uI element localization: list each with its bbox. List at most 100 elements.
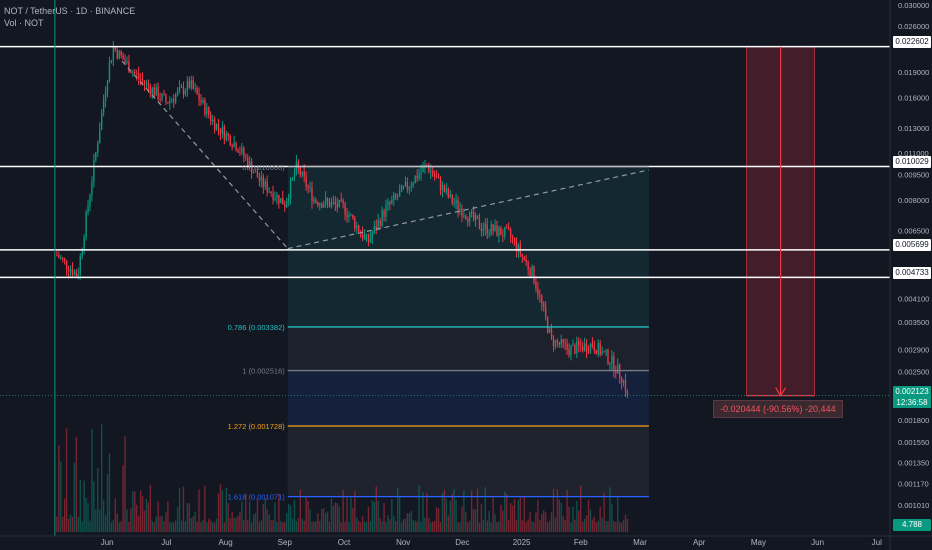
candle-body — [122, 55, 124, 60]
volume-bar — [274, 502, 276, 532]
candle-body — [470, 211, 473, 213]
volume-bar — [624, 514, 627, 532]
volume-bar — [529, 511, 531, 532]
volume-bar — [174, 520, 177, 532]
volume-bar — [589, 509, 592, 532]
volume-bar — [426, 493, 428, 532]
volume-bar — [112, 520, 115, 532]
candle-body — [305, 176, 307, 187]
volume-bar — [106, 473, 109, 532]
volume-bar — [276, 522, 278, 532]
candle-body — [537, 288, 539, 296]
candle-body — [447, 188, 449, 198]
volume-bar — [81, 521, 83, 532]
candle-body — [543, 303, 545, 307]
candle-body — [416, 176, 418, 179]
y-tick-label: 0.030000 — [898, 1, 929, 10]
volume-bar — [385, 521, 387, 532]
volume-bar — [451, 493, 453, 532]
y-tick-label: 0.004100 — [898, 295, 929, 304]
volume-bar — [463, 490, 465, 532]
candle-body — [256, 170, 259, 178]
candle-body — [617, 364, 619, 374]
x-tick-label: Sep — [278, 538, 293, 547]
candle-body — [124, 59, 126, 63]
candle-body — [539, 295, 541, 297]
volume-bar — [223, 522, 226, 532]
volume-bar — [453, 488, 455, 532]
candle-body — [478, 219, 481, 229]
candle-body — [548, 328, 551, 333]
candle-body — [568, 349, 570, 356]
candle-body — [504, 227, 506, 237]
volume-bar — [500, 504, 502, 532]
candle-body — [342, 200, 344, 204]
volume-bar — [322, 508, 325, 532]
candle-body — [219, 128, 222, 134]
volume-bar — [219, 484, 222, 532]
volume-bar — [159, 516, 161, 532]
candle-body — [593, 347, 596, 351]
volume-bar — [412, 519, 414, 532]
volume-bar — [548, 520, 551, 532]
volume-bar — [89, 520, 91, 532]
volume-bar — [507, 520, 510, 532]
candle-body — [270, 191, 272, 193]
current-price-tag: 0.002123 12:36:58 — [893, 386, 931, 408]
candle-body — [354, 218, 356, 229]
candle-body — [585, 343, 588, 352]
candle-body — [581, 346, 584, 351]
candle-body — [106, 80, 109, 93]
candle-body — [443, 184, 446, 192]
volume-bar — [379, 517, 381, 532]
volume-bar — [558, 499, 560, 532]
volume-bar — [165, 512, 167, 532]
volume-bar — [169, 521, 171, 532]
candle-body — [404, 182, 407, 187]
volume-bar — [87, 503, 89, 532]
candle-body — [432, 170, 434, 176]
candle-body — [580, 345, 582, 347]
bar-countdown: 12:36:58 — [896, 398, 928, 407]
candle-body — [400, 185, 403, 192]
volume-bar — [348, 522, 350, 532]
x-tick-label: Jun — [811, 538, 824, 547]
trend-line-dashed[interactable] — [121, 60, 289, 250]
volume-bar — [570, 522, 572, 532]
candle-body — [319, 203, 321, 206]
candle-body — [558, 342, 560, 345]
volume-bar — [317, 513, 319, 532]
volume-bar — [301, 518, 303, 532]
volume-bar — [268, 514, 270, 532]
volume-bar — [233, 517, 235, 532]
candle-body — [348, 215, 350, 217]
candle-body — [490, 224, 492, 234]
candle-body — [509, 229, 512, 237]
volume-bar — [161, 515, 163, 532]
candle-body — [161, 94, 163, 100]
y-tick-label: 0.001550 — [898, 438, 929, 447]
volume-bar — [406, 513, 409, 532]
candle-body — [576, 341, 578, 354]
candle-body — [63, 258, 66, 261]
volume-bar — [176, 507, 179, 532]
volume-bar — [60, 461, 62, 532]
candle-body — [453, 203, 455, 205]
volume-bar — [449, 500, 451, 532]
candle-body — [396, 196, 399, 198]
candle-body — [529, 269, 531, 276]
candle-body — [217, 123, 220, 129]
volume-bar — [626, 518, 629, 532]
volume-bar — [615, 521, 617, 532]
candle-body — [375, 226, 377, 230]
candle-body — [97, 143, 99, 152]
volume-bar — [79, 479, 81, 532]
y-tick-label: 0.001350 — [898, 458, 929, 467]
trend-line-dashed[interactable] — [287, 169, 650, 250]
candle-body — [467, 219, 469, 222]
candle-body — [126, 61, 128, 63]
candle-body — [587, 351, 590, 353]
candle-body — [180, 86, 183, 88]
